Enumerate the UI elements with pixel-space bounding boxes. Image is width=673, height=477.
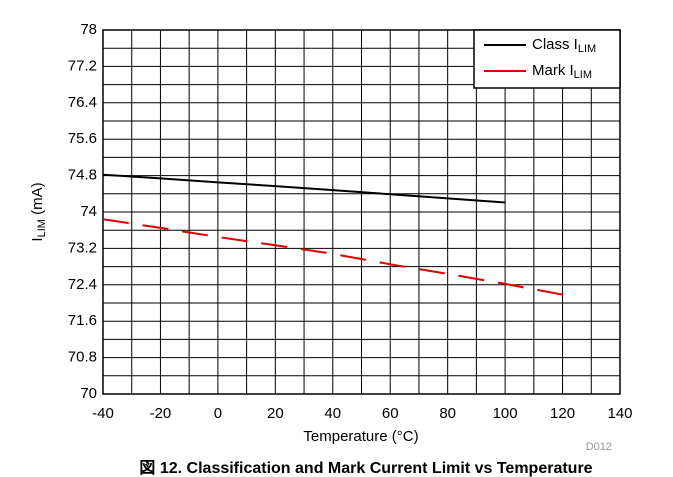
legend-box	[473, 29, 621, 89]
plot-border	[102, 29, 621, 395]
x-tick-label: 80	[439, 405, 456, 422]
figure-code: D012	[586, 441, 612, 453]
x-tick-label: 120	[550, 405, 575, 422]
series-line	[102, 218, 569, 297]
legend-label: Mark ILIM	[532, 62, 592, 81]
x-tick-label: -20	[150, 405, 172, 422]
legend-label: Class ILIM	[532, 36, 596, 55]
y-label-part: I	[29, 237, 46, 241]
y-tick-label: 78	[80, 21, 97, 38]
legend-label-sub: LIM	[578, 43, 596, 55]
caption: 図 12. Classification and Mark Current Li…	[139, 459, 592, 477]
y-tick-label: 70	[80, 385, 97, 402]
x-tick-label: 60	[382, 405, 399, 422]
y-tick-label: 77.2	[68, 57, 97, 74]
legend-label-part: Mark I	[532, 62, 574, 79]
x-tick-label: 20	[267, 405, 284, 422]
series-line	[103, 175, 577, 208]
legend-label-part: Class I	[532, 36, 578, 53]
x-tick-label: 0	[214, 405, 222, 422]
x-tick-label: 140	[607, 405, 632, 422]
x-tick-label: -40	[92, 405, 114, 422]
y-tick-label: 75.6	[68, 130, 97, 147]
y-tick-label: 74	[80, 203, 97, 220]
y-tick-label: 74.8	[68, 167, 97, 184]
y-tick-label: 72.4	[68, 276, 97, 293]
y-tick-label: 76.4	[68, 94, 97, 111]
y-label-sub: LIM	[36, 219, 48, 237]
x-axis-label: Temperature (°C)	[303, 428, 418, 445]
legend-label-sub: LIM	[574, 69, 592, 81]
y-axis-label: ILIM (mA)	[29, 182, 48, 241]
x-tick-label: 40	[324, 405, 341, 422]
y-tick-label: 73.2	[68, 239, 97, 256]
y-tick-label: 71.6	[68, 312, 97, 329]
y-label-part: (mA)	[29, 182, 46, 219]
y-tick-label: 70.8	[68, 349, 97, 366]
x-tick-label: 100	[493, 405, 518, 422]
